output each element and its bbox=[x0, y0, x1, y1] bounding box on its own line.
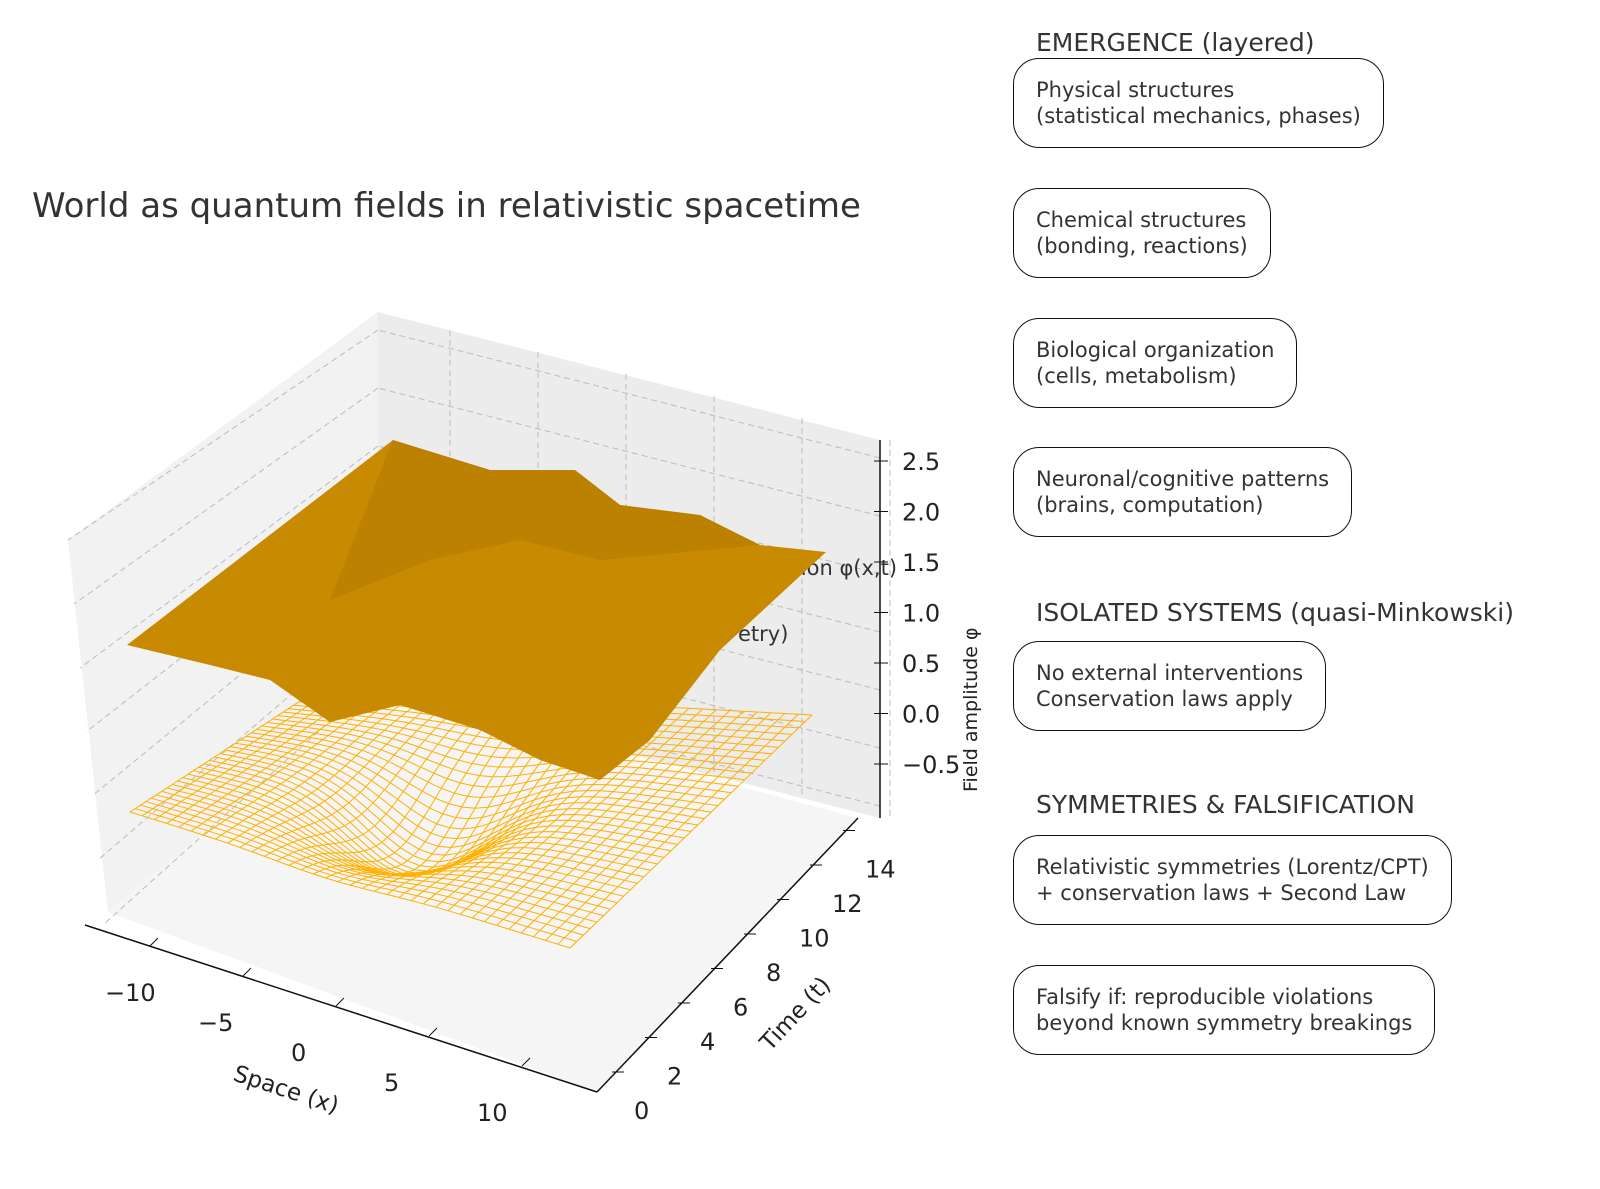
t-tick-label: 14 bbox=[865, 856, 896, 884]
z-tick-label: 0.5 bbox=[902, 650, 940, 678]
x-tick-label: 5 bbox=[384, 1069, 399, 1097]
section-heading: ISOLATED SYSTEMS (quasi-Minkowski) bbox=[1036, 598, 1514, 627]
z-tick-label: 2.0 bbox=[902, 499, 940, 527]
surface-shade bbox=[330, 440, 760, 600]
info-box: Biological organization (cells, metaboli… bbox=[1013, 318, 1298, 408]
x-tick-label: −10 bbox=[105, 979, 156, 1007]
x-axis-label: Space (x) bbox=[230, 1061, 342, 1119]
chart-title: World as quantum fields in relativistic … bbox=[32, 186, 861, 226]
t-tick-label: 4 bbox=[700, 1028, 715, 1056]
x-axis-line bbox=[84, 924, 598, 1093]
info-box: Physical structures (statistical mechani… bbox=[1013, 58, 1384, 148]
info-box: Neuronal/cognitive patterns (brains, com… bbox=[1013, 447, 1353, 537]
info-box: No external interventions Conservation l… bbox=[1013, 641, 1327, 731]
t-tick-label: 8 bbox=[766, 959, 781, 987]
section-heading: SYMMETRIES & FALSIFICATION bbox=[1036, 790, 1415, 819]
z-tick-label: 0.0 bbox=[902, 701, 940, 729]
info-box: Relativistic symmetries (Lorentz/CPT) + … bbox=[1013, 835, 1452, 925]
t-axis-line bbox=[596, 817, 859, 1093]
t-tick-label: 2 bbox=[667, 1063, 682, 1091]
info-box: Chemical structures (bonding, reactions) bbox=[1013, 188, 1271, 278]
x-tick-label: 0 bbox=[291, 1039, 306, 1067]
x-tick-label: −5 bbox=[198, 1009, 233, 1037]
z-tick-label: −0.5 bbox=[902, 751, 960, 779]
section-heading: EMERGENCE (layered) bbox=[1036, 28, 1315, 57]
info-box: Falsify if: reproducible violations beyo… bbox=[1013, 965, 1436, 1055]
t-tick-label: 6 bbox=[733, 994, 748, 1022]
z-axis-label: Field amplitude φ bbox=[960, 628, 982, 792]
annotation-2: etry) bbox=[738, 622, 788, 646]
z-tick-label: 1.0 bbox=[902, 600, 940, 628]
t-tick-label: 0 bbox=[634, 1097, 649, 1125]
z-tick-label: 2.5 bbox=[902, 448, 940, 476]
z-tick-label: 1.5 bbox=[902, 549, 940, 577]
wireframe-mesh bbox=[129, 687, 813, 949]
t-tick-label: 12 bbox=[832, 890, 863, 918]
t-tick-label: 10 bbox=[799, 925, 830, 953]
x-tick-label: 10 bbox=[477, 1099, 508, 1127]
